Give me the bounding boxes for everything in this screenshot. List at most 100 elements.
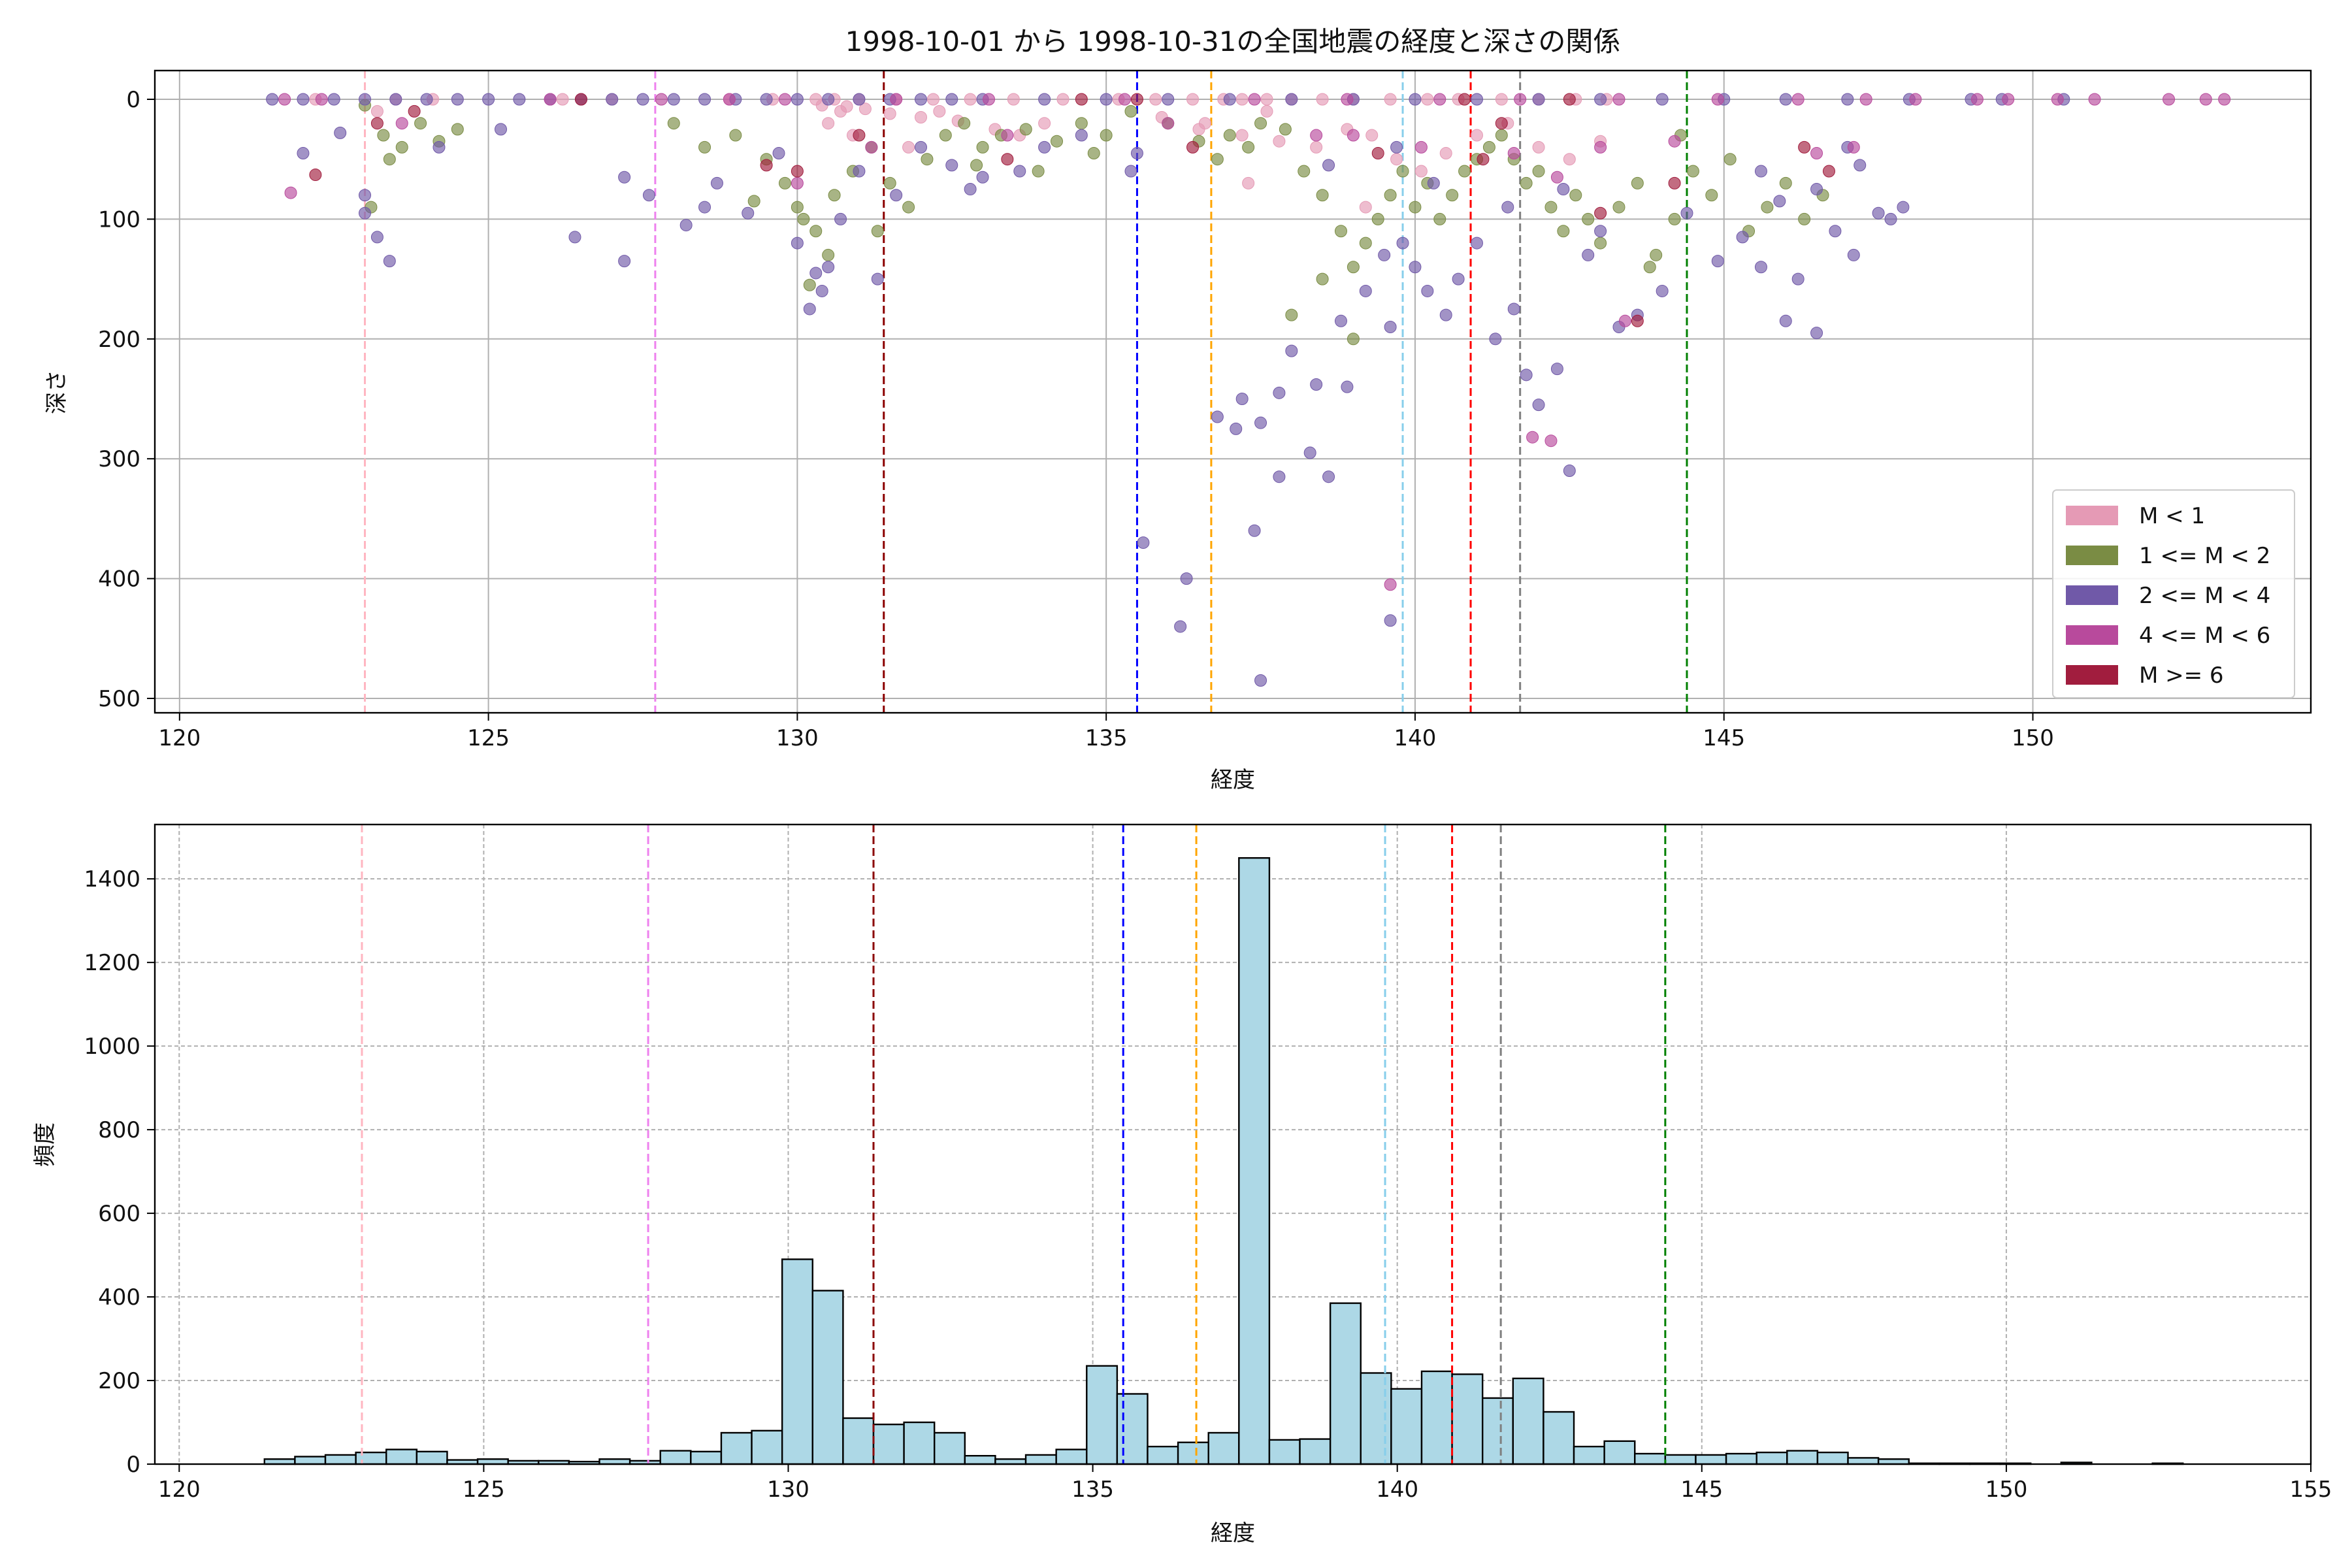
scatter-point (1248, 524, 1261, 537)
scatter-point (822, 93, 835, 106)
histogram-bar (1512, 1377, 1544, 1465)
histogram-bar (1116, 1393, 1149, 1465)
scatter-x-tick-label: 140 (1394, 725, 1436, 751)
histogram-bar (1816, 1451, 1849, 1465)
scatter-point (1520, 368, 1533, 382)
scatter-point (853, 165, 866, 178)
scatter-point (1235, 93, 1249, 106)
scatter-point (1594, 206, 1607, 220)
scatter-point (297, 93, 310, 106)
scatter-point (1273, 135, 1286, 148)
histogram-y-tick-label: 1000 (84, 1034, 140, 1060)
scatter-point (395, 140, 408, 154)
histogram-bar (872, 1424, 905, 1465)
scatter-point (791, 176, 804, 189)
scatter-y-tick-label: 400 (98, 566, 140, 593)
scatter-point (747, 195, 760, 208)
scatter-point (1470, 93, 1483, 106)
scatter-legend-swatch (2066, 546, 2118, 565)
scatter-point (1007, 93, 1020, 106)
scatter-point (822, 117, 835, 130)
scatter-point (1736, 231, 1749, 244)
scatter-point (742, 206, 755, 220)
scatter-point (945, 93, 958, 106)
scatter-title: 1998-10-01 から 1998-10-31の全国地震の経度と深さの関係 (845, 25, 1621, 57)
scatter-point (433, 140, 446, 154)
scatter-point (1075, 93, 1088, 106)
scatter-point (1087, 147, 1100, 160)
scatter-point (667, 117, 680, 130)
scatter-point (1470, 237, 1483, 250)
scatter-point (902, 140, 915, 154)
scatter-point (1248, 93, 1261, 106)
histogram-bar (1147, 1445, 1179, 1465)
scatter-point (1316, 272, 1329, 286)
scatter-point (1384, 189, 1397, 202)
scatter-point (791, 237, 804, 250)
scatter-y-ticks: 0 100 200 300 400 500 (98, 87, 155, 712)
scatter-point (1822, 165, 1835, 178)
scatter-legend-label: M < 1 (2139, 503, 2205, 529)
scatter-point (853, 93, 866, 106)
scatter-point (1446, 189, 1459, 202)
scatter-point (1668, 212, 1681, 225)
scatter-point (1489, 333, 1502, 346)
histogram-bar (1055, 1448, 1088, 1465)
scatter-point (370, 105, 384, 118)
scatter-point (1433, 212, 1446, 225)
histogram-bar (1268, 1439, 1301, 1465)
scatter-y-axis-label: 深さ (44, 370, 70, 414)
scatter-y-tick-label: 0 (126, 87, 140, 113)
histogram-bar (1299, 1438, 1331, 1465)
scatter-point (1761, 201, 1774, 214)
scatter-point (1872, 206, 1885, 220)
histogram-bar (1177, 1441, 1209, 1465)
scatter-point (828, 189, 841, 202)
histogram-bar (1086, 1365, 1119, 1465)
scatter-point (1130, 147, 1143, 160)
scatter-point (710, 176, 723, 189)
scatter-point (327, 93, 340, 106)
scatter-point (1501, 201, 1514, 214)
scatter-point (1032, 165, 1045, 178)
scatter-point (1347, 261, 1360, 274)
histogram-x-axis-label: 経度 (1211, 1520, 1255, 1546)
scatter-point (970, 159, 983, 172)
scatter-point (1130, 93, 1143, 106)
scatter-plot-frame (154, 69, 2312, 714)
scatter-legend-label: 2 <= M < 4 (2139, 583, 2270, 609)
scatter-point (1557, 183, 1570, 196)
scatter-point (1038, 117, 1051, 130)
scatter-point (1075, 129, 1088, 142)
histogram-plot-frame (154, 823, 2312, 1465)
scatter-point (1001, 153, 1014, 166)
histogram-bar (385, 1448, 418, 1465)
scatter-reference-lines (363, 71, 1688, 713)
scatter-point (1680, 206, 1693, 220)
scatter-legend-label: M >= 6 (2139, 662, 2224, 689)
scatter-point (266, 93, 279, 106)
scatter-point (1260, 93, 1273, 106)
histogram-bar (1360, 1372, 1392, 1465)
scatter-point (1594, 93, 1607, 106)
histogram-bars (263, 857, 2184, 1465)
scatter-point (1186, 93, 1200, 106)
scatter-panel: 1998-10-01 から 1998-10-31の全国地震の経度と深さの関係 1… (44, 25, 2312, 793)
histogram-y-tick-label: 1400 (84, 866, 140, 892)
histogram-bar (1390, 1388, 1423, 1465)
histogram-bar (1207, 1431, 1240, 1465)
histogram-y-tick-label: 1200 (84, 950, 140, 976)
scatter-point (1854, 159, 1867, 172)
histogram-bar (842, 1417, 875, 1465)
scatter-legend-swatch (2066, 665, 2118, 685)
histogram-y-axis-label: 頻度 (32, 1122, 58, 1167)
scatter-point (278, 93, 291, 106)
histogram-bar (355, 1451, 387, 1465)
scatter-point (1686, 165, 1699, 178)
histogram-x-tick-label: 155 (2290, 1477, 2332, 1503)
scatter-point (760, 159, 773, 172)
scatter-point (482, 93, 495, 106)
scatter-legend: M < 1 1 <= M < 2 2 <= M < 4 4 <= M < 6 M >= … (2052, 489, 2295, 698)
scatter-point (1273, 386, 1286, 399)
histogram-bar (416, 1450, 448, 1465)
